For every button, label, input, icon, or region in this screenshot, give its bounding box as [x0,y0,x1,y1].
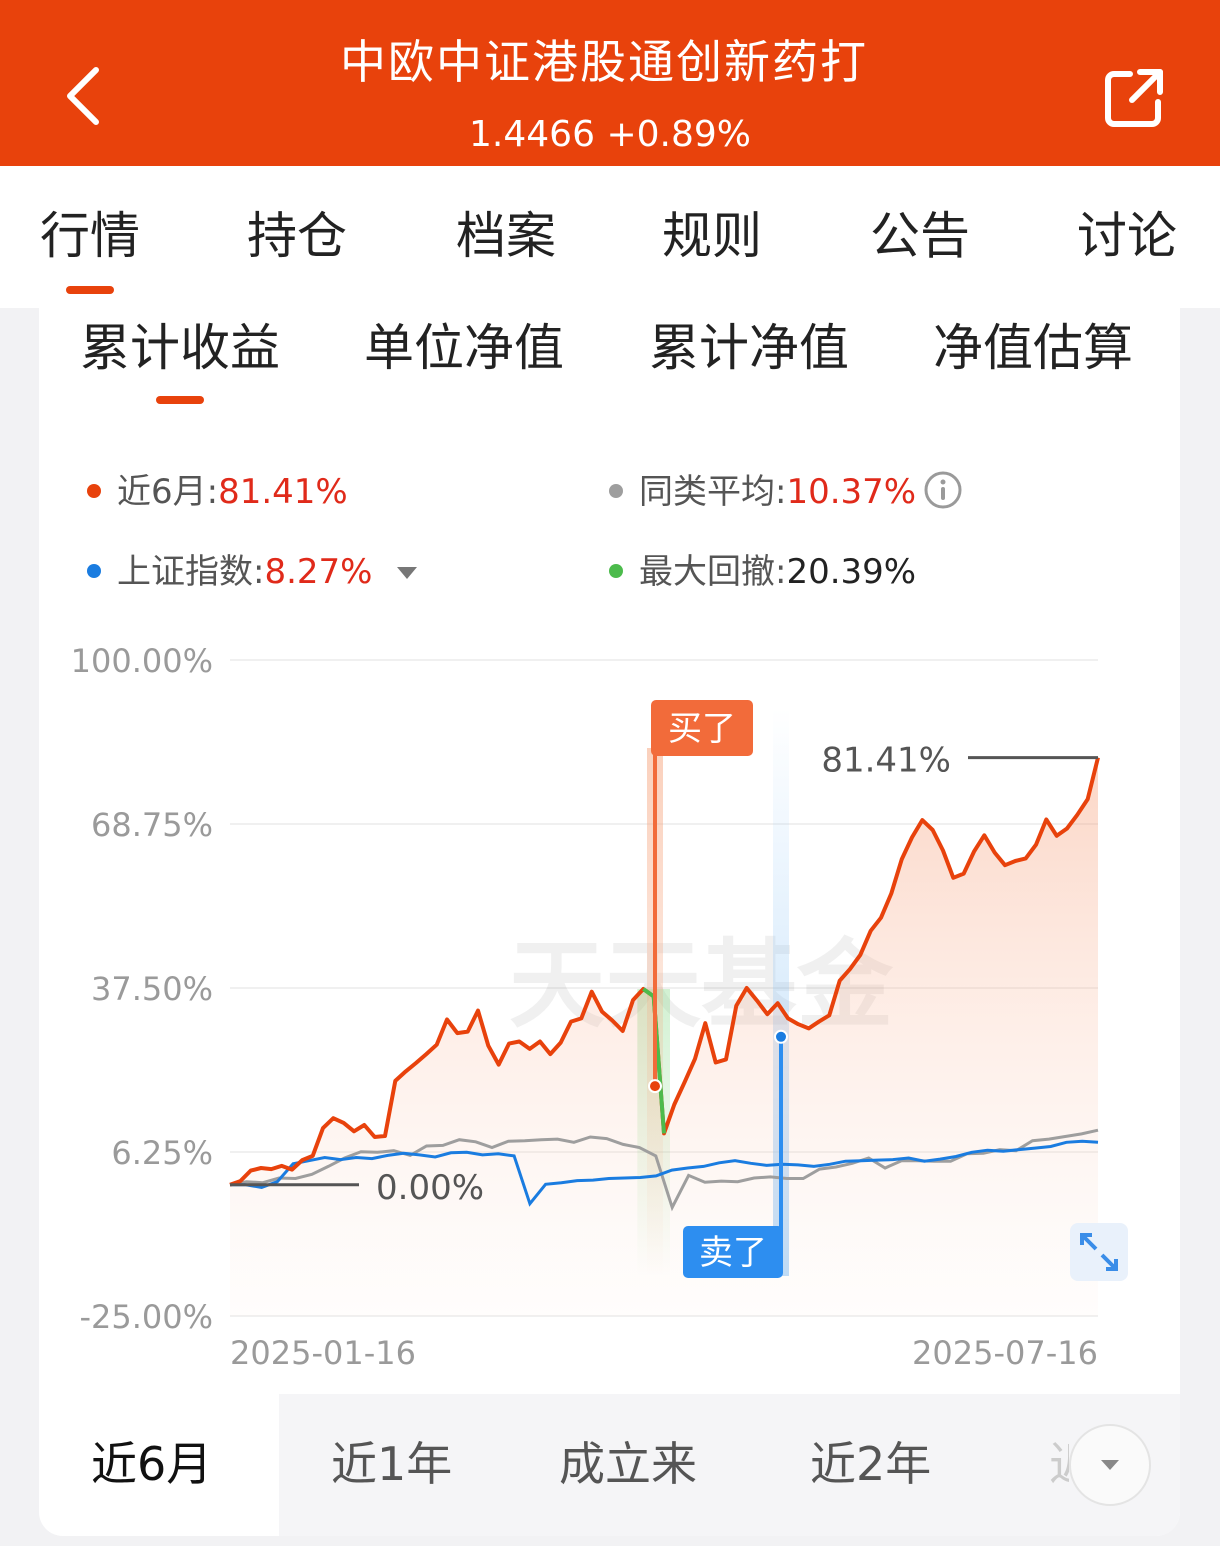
legend-index-dot [87,563,101,578]
fund-nav-line: 1.4466 +0.89% [0,112,1220,158]
tab-profile[interactable]: 档案 [456,207,556,265]
legend-index-value: 8.27% [264,552,373,592]
period-2y[interactable]: 近2年 [810,1437,932,1491]
fund-area-fill [230,757,1098,1316]
y-tick-label: 68.75% [91,806,213,844]
period-6m[interactable]: 近6月 [91,1437,213,1491]
base-value-label: 0.00% [376,1168,484,1208]
tab-discussion[interactable]: 讨论 [1077,207,1177,265]
latest-value-label: 81.41% [821,741,951,781]
chart-card: 累计收益 单位净值 累计净值 净值估算 近6月:81.41% 同类平均:10.3… [39,308,1180,1536]
share-icon [1105,69,1163,127]
caret-down-icon[interactable] [395,565,419,581]
main-tab-bar: 行情 持仓 档案 规则 公告 讨论 [0,166,1220,308]
legend-drawdown-label: 最大回撤: [639,552,787,592]
y-tick-label: 100.00% [71,642,213,680]
legend-index[interactable]: 上证指数:8.27% [87,550,372,594]
period-1y[interactable]: 近1年 [331,1437,453,1491]
series-line-index [230,1139,1099,1207]
fund-title: 中欧中证港股通创新药打 [340,35,868,89]
period-since-inception[interactable]: 成立来 [559,1437,697,1491]
tab-rules[interactable]: 规则 [662,207,762,265]
y-axis-ticks: 100.00% 68.75% 37.50% 6.25% -25.00% [71,642,213,1336]
y-tick-label: 37.50% [91,970,213,1008]
nav-value: 1.4466 [469,114,595,155]
subtab-cumulative-nav[interactable]: 累计净值 [649,319,849,377]
x-tick-label-start: 2025-01-16 [230,1334,416,1372]
nav-change: +0.89% [606,114,751,155]
more-periods-button[interactable] [1069,1424,1151,1506]
legend-peer-value: 10.37% [786,472,917,512]
period-more-partial[interactable]: 近 [1049,1434,1069,1494]
return-chart[interactable]: 天天基金 100.00%68.75%37.50%6.25%-25.00% 202… [39,308,1180,1394]
subtab-cumulative-return[interactable]: 累计收益 [80,319,280,377]
subtab-nav-estimate[interactable]: 净值估算 [933,319,1133,377]
sell-label: 卖了 [699,1233,767,1273]
legend-peer-dot [609,483,623,498]
expand-icon [1080,1233,1118,1271]
tab-market[interactable]: 行情 [40,207,140,265]
share-button[interactable] [1100,62,1170,132]
legend-drawdown-dot [609,563,623,578]
sell-point [774,1029,788,1044]
active-subtab-indicator [156,396,204,404]
tab-holdings[interactable]: 持仓 [247,207,347,265]
period-selector: 近6月 近1年 成立来 近2年 近 [39,1394,1180,1536]
legend-peer-average: 同类平均:10.37% [609,470,916,514]
legend-peer-label: 同类平均: [639,472,787,512]
tab-announcements[interactable]: 公告 [870,207,970,265]
chevron-left-icon [67,67,99,125]
buy-label: 买了 [668,709,736,749]
legend-fund-label: 近6月: [117,472,219,512]
expand-chart-button[interactable] [1070,1223,1128,1281]
period-active-bg [39,1394,279,1536]
buy-label-bg [651,700,753,756]
legend-fund-dot [87,483,101,498]
legend-drawdown-value: 20.39% [786,552,917,592]
back-button[interactable] [52,56,116,136]
x-tick-label-end: 2025-07-16 [912,1334,1098,1372]
active-tab-indicator [66,286,114,294]
legend-fund-value: 81.41% [218,472,348,512]
buy-point [648,1079,662,1094]
y-tick-label: 6.25% [111,1134,213,1172]
subtab-unit-nav[interactable]: 单位净值 [364,319,564,377]
x-axis-labels: 2025-01-16 2025-07-16 [230,1334,1098,1372]
chevron-down-icon [1101,1460,1119,1470]
series-line-peer-average [229,1128,1099,1212]
y-tick-label: -25.00% [79,1298,213,1336]
legend-fund: 近6月:81.41% [87,470,348,514]
sell-label-bg [683,1226,783,1278]
legend-drawdown: 最大回撤:20.39% [609,550,916,594]
info-icon[interactable] [923,470,963,510]
top-header: 中欧中证港股通创新药打 1.4466 +0.89% [0,0,1220,166]
legend-index-label: 上证指数: [117,552,265,592]
